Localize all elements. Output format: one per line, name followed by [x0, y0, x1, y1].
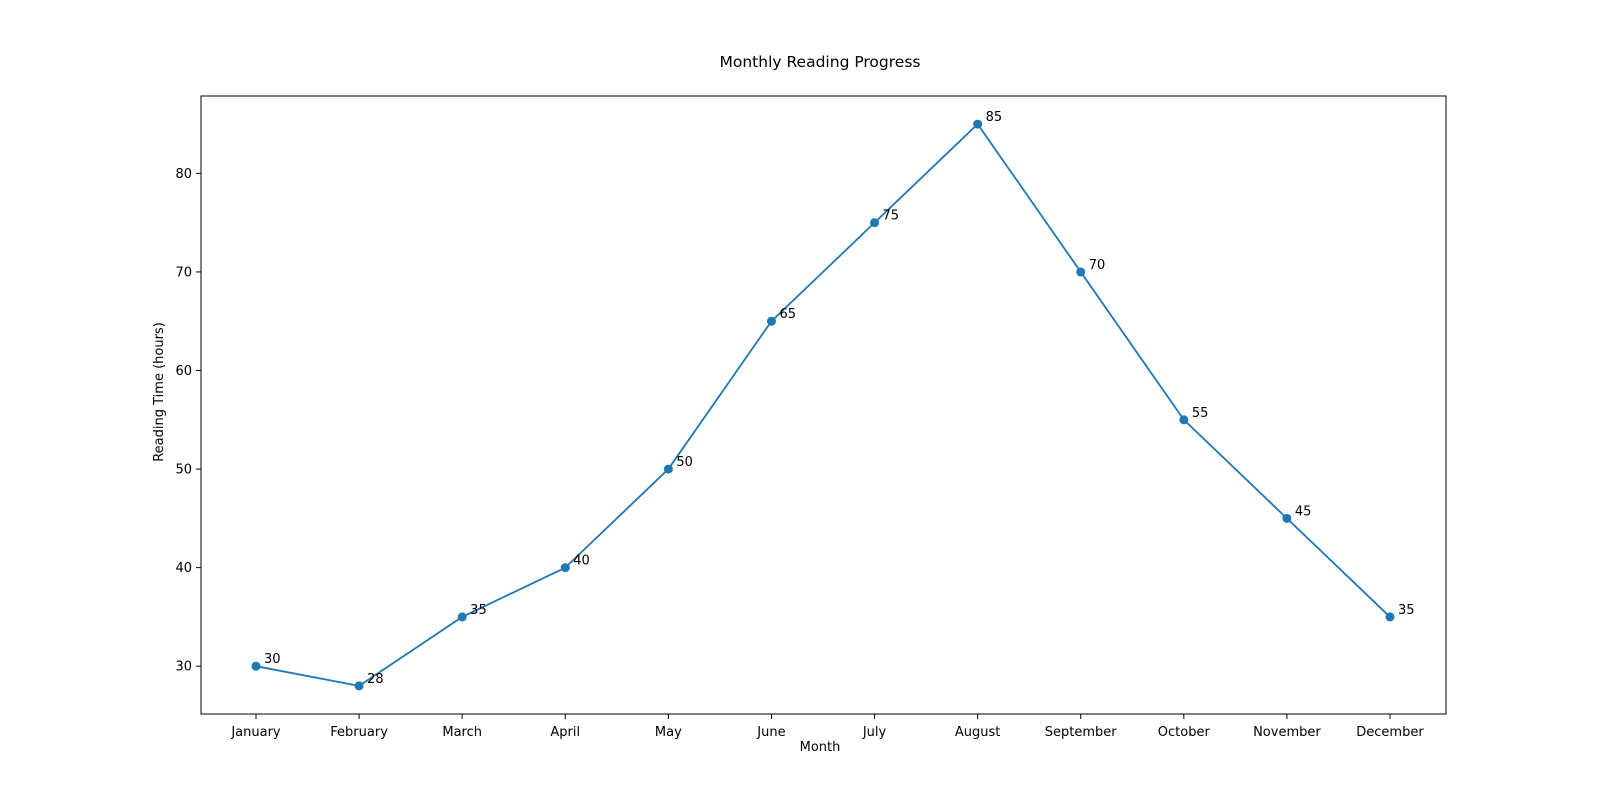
- x-tick-label: January: [230, 725, 281, 740]
- data-label: 65: [779, 307, 796, 322]
- data-point: [354, 681, 364, 691]
- y-tick-label: 70: [175, 265, 192, 280]
- x-tick-label: August: [955, 725, 1001, 740]
- x-tick-label: April: [550, 725, 580, 740]
- y-tick-label: 30: [175, 660, 192, 675]
- x-tick-label: May: [655, 725, 682, 740]
- y-tick-label: 40: [175, 561, 192, 576]
- data-label: 40: [573, 554, 590, 569]
- data-point: [1076, 267, 1086, 277]
- data-point: [457, 612, 467, 622]
- data-point: [1179, 415, 1189, 425]
- data-point: [1282, 513, 1292, 523]
- y-tick-label: 50: [175, 463, 192, 478]
- y-tick-label: 60: [175, 364, 192, 379]
- data-label: 70: [1089, 258, 1106, 273]
- x-tick-label: November: [1253, 725, 1321, 740]
- plot-area: January February March April May June July Augu…: [175, 95, 1447, 740]
- data-label: 85: [986, 110, 1003, 125]
- data-point: [560, 563, 570, 573]
- data-point: [870, 218, 880, 228]
- data-point: [973, 119, 983, 129]
- data-point: [1385, 612, 1395, 622]
- x-tick-label: March: [442, 725, 482, 740]
- chart-title: Monthly Reading Progress: [720, 53, 921, 71]
- data-label: 35: [470, 603, 487, 618]
- x-tick-label: December: [1356, 725, 1424, 740]
- data-point: [766, 316, 776, 326]
- y-tick-label: 80: [175, 167, 192, 182]
- data-label: 35: [1398, 603, 1415, 618]
- data-label: 28: [367, 672, 384, 687]
- data-label: 55: [1192, 406, 1209, 421]
- data-label: 75: [883, 209, 900, 224]
- x-tick-label: June: [756, 725, 785, 740]
- data-label: 50: [676, 455, 693, 470]
- data-label: 30: [264, 652, 281, 667]
- x-tick-label: October: [1158, 725, 1211, 740]
- x-tick-label: July: [862, 725, 887, 740]
- data-label: 45: [1295, 504, 1312, 519]
- series-line: [255, 123, 1391, 687]
- data-point: [251, 661, 261, 671]
- x-axis-label: Month: [800, 740, 841, 755]
- y-axis-label: Reading Time (hours): [152, 322, 167, 462]
- plot-frame: [200, 95, 1447, 715]
- data-point: [663, 464, 673, 474]
- x-tick-label: February: [330, 725, 388, 740]
- x-tick-label: September: [1045, 725, 1118, 740]
